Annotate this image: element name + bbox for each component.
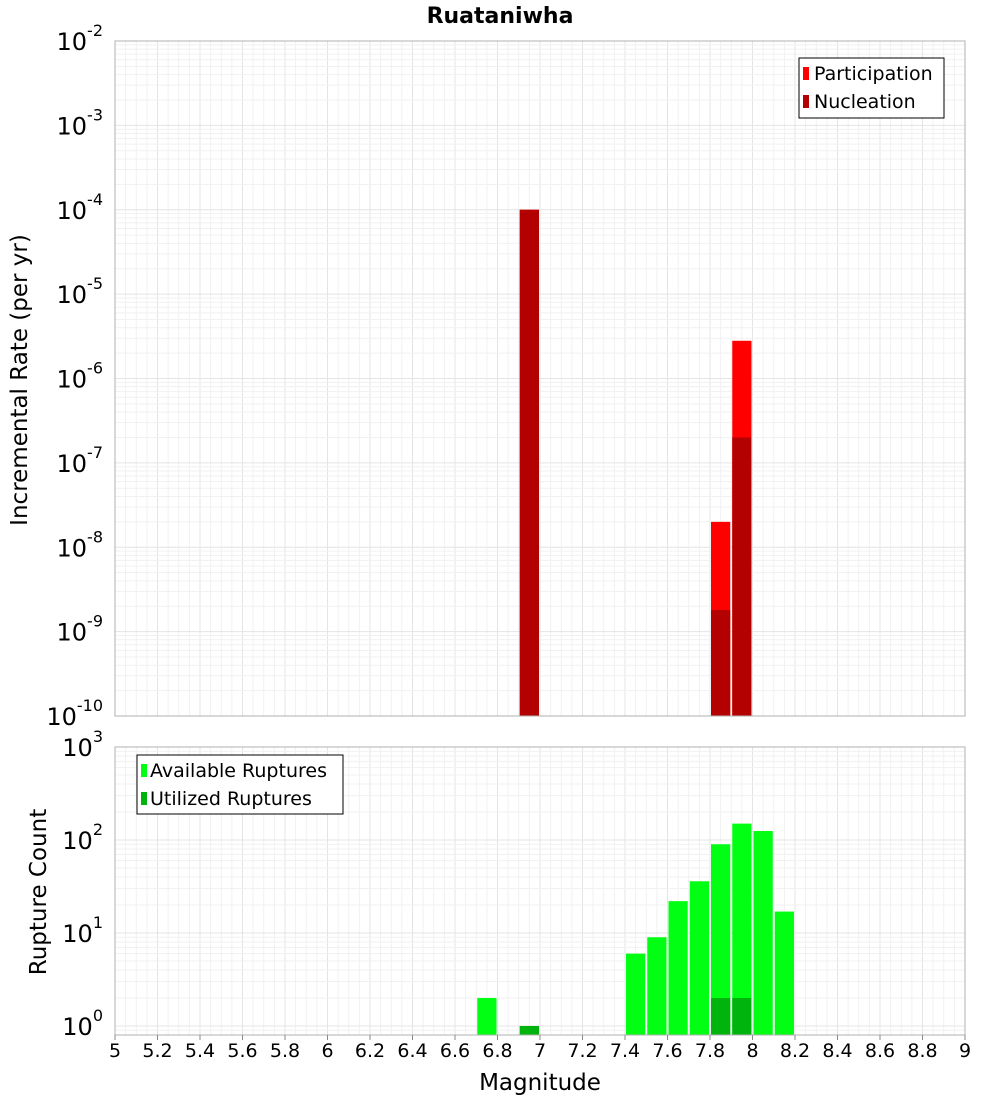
rate-y-tick-label: 10-2 bbox=[57, 21, 104, 56]
legend-label-nucleation: Nucleation bbox=[814, 91, 916, 113]
legend-label-available: Available Ruptures bbox=[150, 760, 327, 782]
count-y-tick-label: 101 bbox=[62, 913, 103, 948]
rate-y-tick-label: 10-7 bbox=[57, 443, 104, 478]
count-y-tick-label-exponent: 3 bbox=[93, 727, 103, 746]
count-bar-a bbox=[689, 881, 709, 1035]
bottom-legend: Available Ruptures Utilized Ruptures bbox=[136, 754, 344, 815]
count-y-tick-label: 100 bbox=[62, 1006, 103, 1041]
rate-y-tick-label-exponent: -4 bbox=[87, 190, 103, 209]
count-bar-b bbox=[711, 997, 731, 1035]
rate-y-tick-label-base: 10 bbox=[57, 112, 88, 140]
rate-bar-b bbox=[519, 209, 539, 716]
top-plot-frame bbox=[114, 40, 966, 717]
count-bar-a bbox=[774, 911, 794, 1035]
rate-y-tick-label-base: 10 bbox=[57, 281, 88, 309]
rate-bar-b bbox=[732, 437, 752, 716]
x-tick-label: 7.2 bbox=[567, 1040, 597, 1062]
legend-swatch-utilized bbox=[141, 792, 147, 805]
count-bar-b bbox=[519, 1025, 539, 1035]
rate-y-tick-label: 10-3 bbox=[57, 105, 104, 140]
legend-label-utilized: Utilized Ruptures bbox=[150, 788, 312, 810]
count-y-tick-label: 103 bbox=[62, 727, 103, 762]
legend-swatch-available bbox=[141, 764, 147, 777]
legend-swatch-participation bbox=[803, 67, 809, 80]
x-tick-label: 6.4 bbox=[397, 1040, 427, 1062]
top-grid bbox=[115, 41, 965, 716]
x-tick-label: 7.4 bbox=[610, 1040, 640, 1062]
x-tick-label: 6.6 bbox=[440, 1040, 470, 1062]
x-axis-label: Magnitude bbox=[479, 1070, 601, 1096]
bottom-legend-box bbox=[136, 754, 344, 815]
legend-label-participation: Participation bbox=[814, 63, 933, 85]
top-legend: Participation Nucleation bbox=[798, 57, 945, 119]
x-tick-label: 7.8 bbox=[695, 1040, 725, 1062]
rate-y-tick-label: 10-4 bbox=[57, 190, 104, 225]
x-tick-label: 8.2 bbox=[780, 1040, 810, 1062]
x-tick-label: 5.2 bbox=[142, 1040, 172, 1062]
rate-y-tick-label-base: 10 bbox=[57, 366, 88, 394]
count-bar-a bbox=[647, 937, 667, 1035]
rate-y-tick-label-exponent: -2 bbox=[87, 21, 103, 40]
x-tick-label: 8.6 bbox=[865, 1040, 895, 1062]
top-bars bbox=[519, 209, 752, 716]
rate-y-tick-label-base: 10 bbox=[57, 197, 88, 225]
rate-y-tick-label-exponent: -5 bbox=[87, 274, 103, 293]
x-tick-label: 5.8 bbox=[270, 1040, 300, 1062]
x-tick-label: 7.6 bbox=[652, 1040, 682, 1062]
x-tick-label: 6.8 bbox=[482, 1040, 512, 1062]
x-tick-label: 5 bbox=[109, 1040, 121, 1062]
count-y-tick-label-base: 10 bbox=[62, 734, 93, 762]
x-tick-label: 7 bbox=[534, 1040, 546, 1062]
count-y-tick-label-exponent: 0 bbox=[93, 1006, 103, 1025]
rate-y-tick-label: 10-5 bbox=[57, 274, 104, 309]
x-tick-label: 5.6 bbox=[227, 1040, 257, 1062]
rate-y-tick-label-exponent: -10 bbox=[77, 696, 103, 715]
count-y-tick-label-exponent: 2 bbox=[93, 820, 103, 839]
rate-y-tick-label: 10-8 bbox=[57, 527, 104, 562]
bottom-bars bbox=[477, 823, 794, 1035]
bottom-y-axis-label: Rupture Count bbox=[26, 809, 52, 975]
rate-y-tick-label-base: 10 bbox=[57, 619, 88, 647]
count-y-tick-label-exponent: 1 bbox=[93, 913, 103, 932]
rate-y-tick-label-exponent: -8 bbox=[87, 527, 103, 546]
count-bar-b bbox=[732, 997, 752, 1035]
rate-bar-b bbox=[711, 610, 731, 716]
rate-y-tick-label-exponent: -7 bbox=[87, 443, 103, 462]
x-tick-label: 8.8 bbox=[907, 1040, 937, 1062]
count-bar-a bbox=[668, 901, 688, 1035]
x-tick-label: 8.4 bbox=[822, 1040, 852, 1062]
x-tick-label: 6 bbox=[321, 1040, 333, 1062]
count-bar-a bbox=[732, 823, 752, 1035]
count-bar-a bbox=[711, 844, 731, 1035]
count-y-tick-label-base: 10 bbox=[62, 827, 93, 855]
rate-y-tick-label-base: 10 bbox=[57, 450, 88, 478]
count-y-tick-label-base: 10 bbox=[62, 920, 93, 948]
top-y-axis-label: Incremental Rate (per yr) bbox=[7, 234, 33, 526]
rate-y-tick-label-base: 10 bbox=[57, 28, 88, 56]
x-tick-label: 6.2 bbox=[355, 1040, 385, 1062]
x-tick-label: 9 bbox=[959, 1040, 971, 1062]
count-y-tick-label-base: 10 bbox=[62, 1013, 93, 1041]
rate-y-tick-label-base: 10 bbox=[57, 534, 88, 562]
rate-y-tick-label: 10-6 bbox=[57, 359, 104, 394]
rate-y-tick-label-exponent: -9 bbox=[87, 612, 103, 631]
chart-title: Ruataniwha bbox=[427, 4, 574, 29]
count-bar-a bbox=[753, 830, 773, 1035]
rate-y-tick-label-exponent: -3 bbox=[87, 105, 103, 124]
x-ticks: 5 5.2 5.4 5.6 5.8 6 6.2 6.4 6.6 6.8 7 7.2 7.4 7.6 7.8 8… bbox=[109, 1035, 971, 1062]
top-legend-box bbox=[798, 57, 945, 119]
legend-swatch-nucleation bbox=[803, 95, 809, 108]
rate-y-tick-label: 10-9 bbox=[57, 612, 104, 647]
rate-y-tick-label-exponent: -6 bbox=[87, 359, 103, 378]
count-bar-a bbox=[626, 953, 646, 1035]
rate-y-tick-label-base: 10 bbox=[46, 703, 77, 731]
x-tick-label: 8 bbox=[746, 1040, 758, 1062]
rate-y-tick-label: 10-10 bbox=[46, 696, 103, 731]
count-y-tick-label: 102 bbox=[62, 820, 103, 855]
count-bar-a bbox=[477, 997, 497, 1035]
x-tick-label: 5.4 bbox=[185, 1040, 215, 1062]
